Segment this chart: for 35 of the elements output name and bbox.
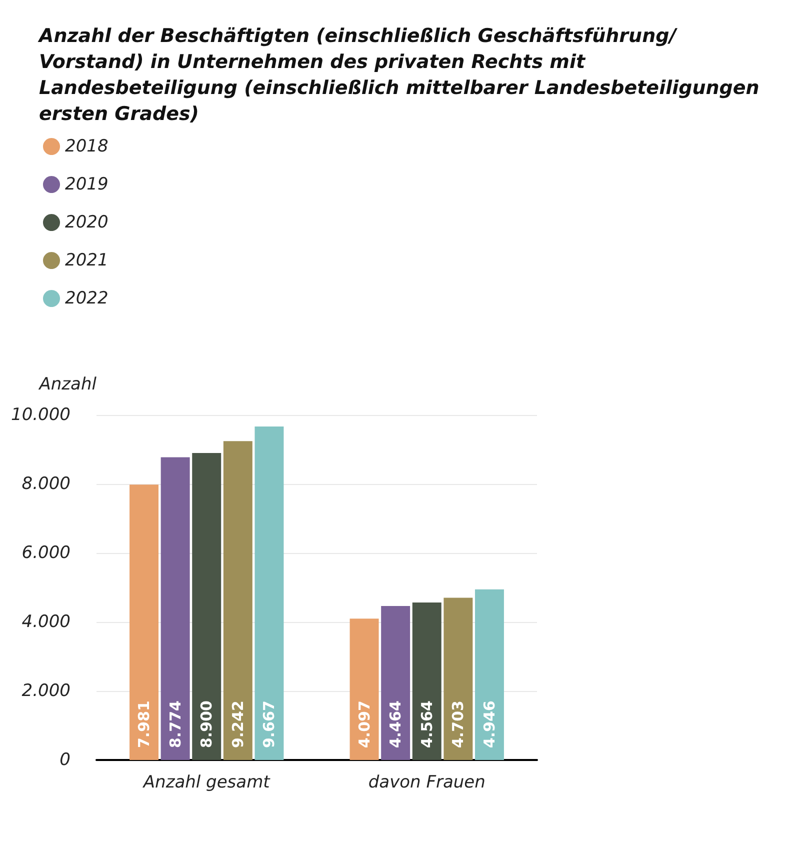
bar — [474, 589, 504, 760]
data-label: 7.981 — [135, 700, 154, 748]
bar — [254, 426, 284, 760]
legend-label: 2018 — [65, 136, 108, 156]
x-tick-label: davon Frauen — [368, 772, 486, 792]
y-tick-label: 6.000 — [22, 543, 70, 563]
legend-label: 2022 — [65, 288, 108, 308]
bar — [192, 452, 222, 760]
bar — [412, 602, 442, 760]
y-tick-label: 0 — [60, 750, 70, 770]
data-label: 4.703 — [449, 700, 468, 748]
data-label: 4.564 — [418, 700, 436, 748]
data-label: 4.464 — [386, 700, 405, 748]
y-axis-title: Anzahl — [38, 374, 97, 394]
y-tick-label: 4.000 — [22, 612, 70, 632]
legend-label: 2021 — [65, 250, 108, 270]
data-label: 4.097 — [355, 700, 374, 748]
y-tick-label: 10.000 — [11, 405, 70, 425]
x-tick-label: Anzahl gesamt — [142, 772, 272, 792]
chart-title: Anzahl der Beschäftigten (einschließlich Geschäftsführung/Vorstand) in Unternehmen des privaten Rechts mit Landesbeteiligung (einschließlich mittelbarer Landesbeteiligungen ersten Grades) — [37, 25, 766, 125]
bar — [160, 457, 190, 760]
bar — [381, 606, 410, 760]
y-tick-label: 8.000 — [22, 474, 70, 494]
legend-label: 2019 — [65, 174, 108, 194]
bar — [350, 618, 379, 760]
legend-label: 2020 — [65, 212, 108, 232]
data-label: 9.242 — [228, 700, 247, 748]
y-tick-label: 2.000 — [22, 681, 70, 701]
bar — [130, 484, 159, 760]
data-label: 8.900 — [198, 700, 216, 748]
bar — [223, 441, 252, 760]
data-label: 4.946 — [480, 700, 498, 748]
data-label: 9.667 — [260, 700, 278, 748]
bar — [444, 598, 473, 760]
data-label: 8.774 — [166, 700, 184, 748]
